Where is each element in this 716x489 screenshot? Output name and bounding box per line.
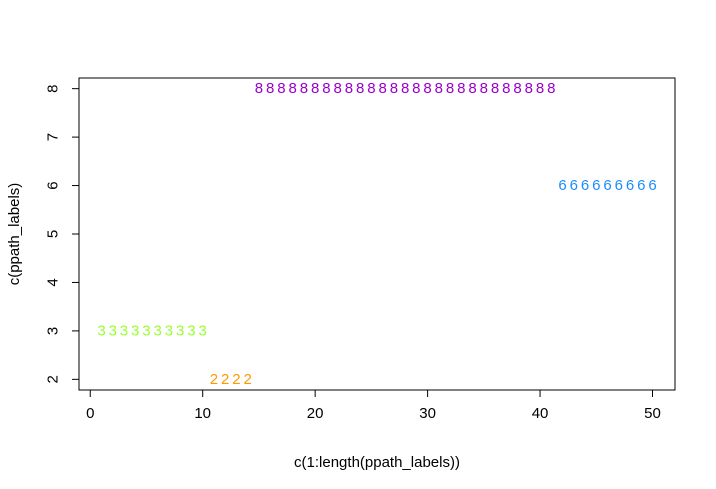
y-tick-label: 3 — [45, 327, 62, 335]
data-point-label: 6 — [592, 177, 600, 194]
data-point-label: 8 — [266, 80, 274, 97]
data-point-label: 6 — [558, 177, 566, 194]
data-point-label: 8 — [378, 80, 386, 97]
x-tick-label: 0 — [86, 405, 94, 422]
y-tick-label: 8 — [45, 84, 62, 92]
data-point-label: 6 — [570, 177, 578, 194]
data-point-label: 8 — [255, 80, 263, 97]
data-point-label: 6 — [615, 177, 623, 194]
data-points: 3 3 3 3 3 3 3 3 3 32 2 2 28 8 8 8 8 8 8 8 8 8 8 8 8 8 8 8 8 8 8 8 8 8 8 8 8 8… — [97, 80, 656, 388]
data-point-label: 6 — [603, 177, 611, 194]
data-point-label: 3 — [187, 322, 195, 339]
data-point-label: 6 — [637, 177, 645, 194]
data-point-label: 8 — [300, 80, 308, 97]
y-tick-label: 5 — [45, 230, 62, 238]
y-tick-label: 7 — [45, 133, 62, 141]
data-point-label: 8 — [525, 80, 533, 97]
data-point-label: 8 — [536, 80, 544, 97]
data-point-label: 8 — [480, 80, 488, 97]
data-point-label: 3 — [142, 322, 150, 339]
y-tick-label: 2 — [45, 375, 62, 383]
data-point-label: 2 — [221, 371, 229, 388]
data-point-label: 8 — [423, 80, 431, 97]
data-point-label: 8 — [333, 80, 341, 97]
data-point-label: 3 — [154, 322, 162, 339]
y-axis: 2 3 4 5 6 7 8 — [45, 84, 80, 384]
data-point-label: 8 — [491, 80, 499, 97]
data-point-label: 8 — [356, 80, 364, 97]
data-point-label: 6 — [648, 177, 656, 194]
y-tick-label: 6 — [45, 181, 62, 189]
data-point-label: 3 — [120, 322, 128, 339]
data-point-label: 8 — [468, 80, 476, 97]
data-point-label: 3 — [199, 322, 207, 339]
y-axis-label: c(ppath_labels) — [6, 183, 23, 286]
data-point-label: 3 — [97, 322, 105, 339]
data-point-label: 3 — [131, 322, 139, 339]
data-point-label: 6 — [581, 177, 589, 194]
data-point-label: 8 — [311, 80, 319, 97]
x-tick-label: 50 — [644, 405, 661, 422]
data-point-label: 2 — [232, 371, 240, 388]
data-point-label: 3 — [176, 322, 184, 339]
data-point-label: 8 — [277, 80, 285, 97]
data-point-label: 8 — [345, 80, 353, 97]
x-tick-label: 20 — [307, 405, 324, 422]
data-point-label: 3 — [165, 322, 173, 339]
data-point-label: 8 — [390, 80, 398, 97]
x-axis: 0 10 20 30 40 50 — [86, 389, 661, 422]
x-tick-label: 40 — [532, 405, 549, 422]
data-point-label: 8 — [513, 80, 521, 97]
data-point-label: 8 — [502, 80, 510, 97]
data-point-label: 8 — [547, 80, 555, 97]
data-point-label: 8 — [457, 80, 465, 97]
data-point-label: 3 — [109, 322, 117, 339]
data-point-label: 8 — [288, 80, 296, 97]
plot-area-border — [78, 77, 676, 391]
data-point-label: 8 — [412, 80, 420, 97]
x-tick-label: 10 — [194, 405, 211, 422]
x-axis-label: c(1:length(ppath_labels)) — [294, 454, 460, 471]
data-point-label: 8 — [435, 80, 443, 97]
data-point-label: 6 — [626, 177, 634, 194]
data-point-label: 2 — [210, 371, 218, 388]
y-tick-label: 4 — [45, 278, 62, 286]
data-point-label: 2 — [244, 371, 252, 388]
data-point-label: 8 — [367, 80, 375, 97]
data-point-label: 8 — [322, 80, 330, 97]
x-tick-label: 30 — [419, 405, 436, 422]
data-point-label: 8 — [401, 80, 409, 97]
data-point-label: 8 — [446, 80, 454, 97]
